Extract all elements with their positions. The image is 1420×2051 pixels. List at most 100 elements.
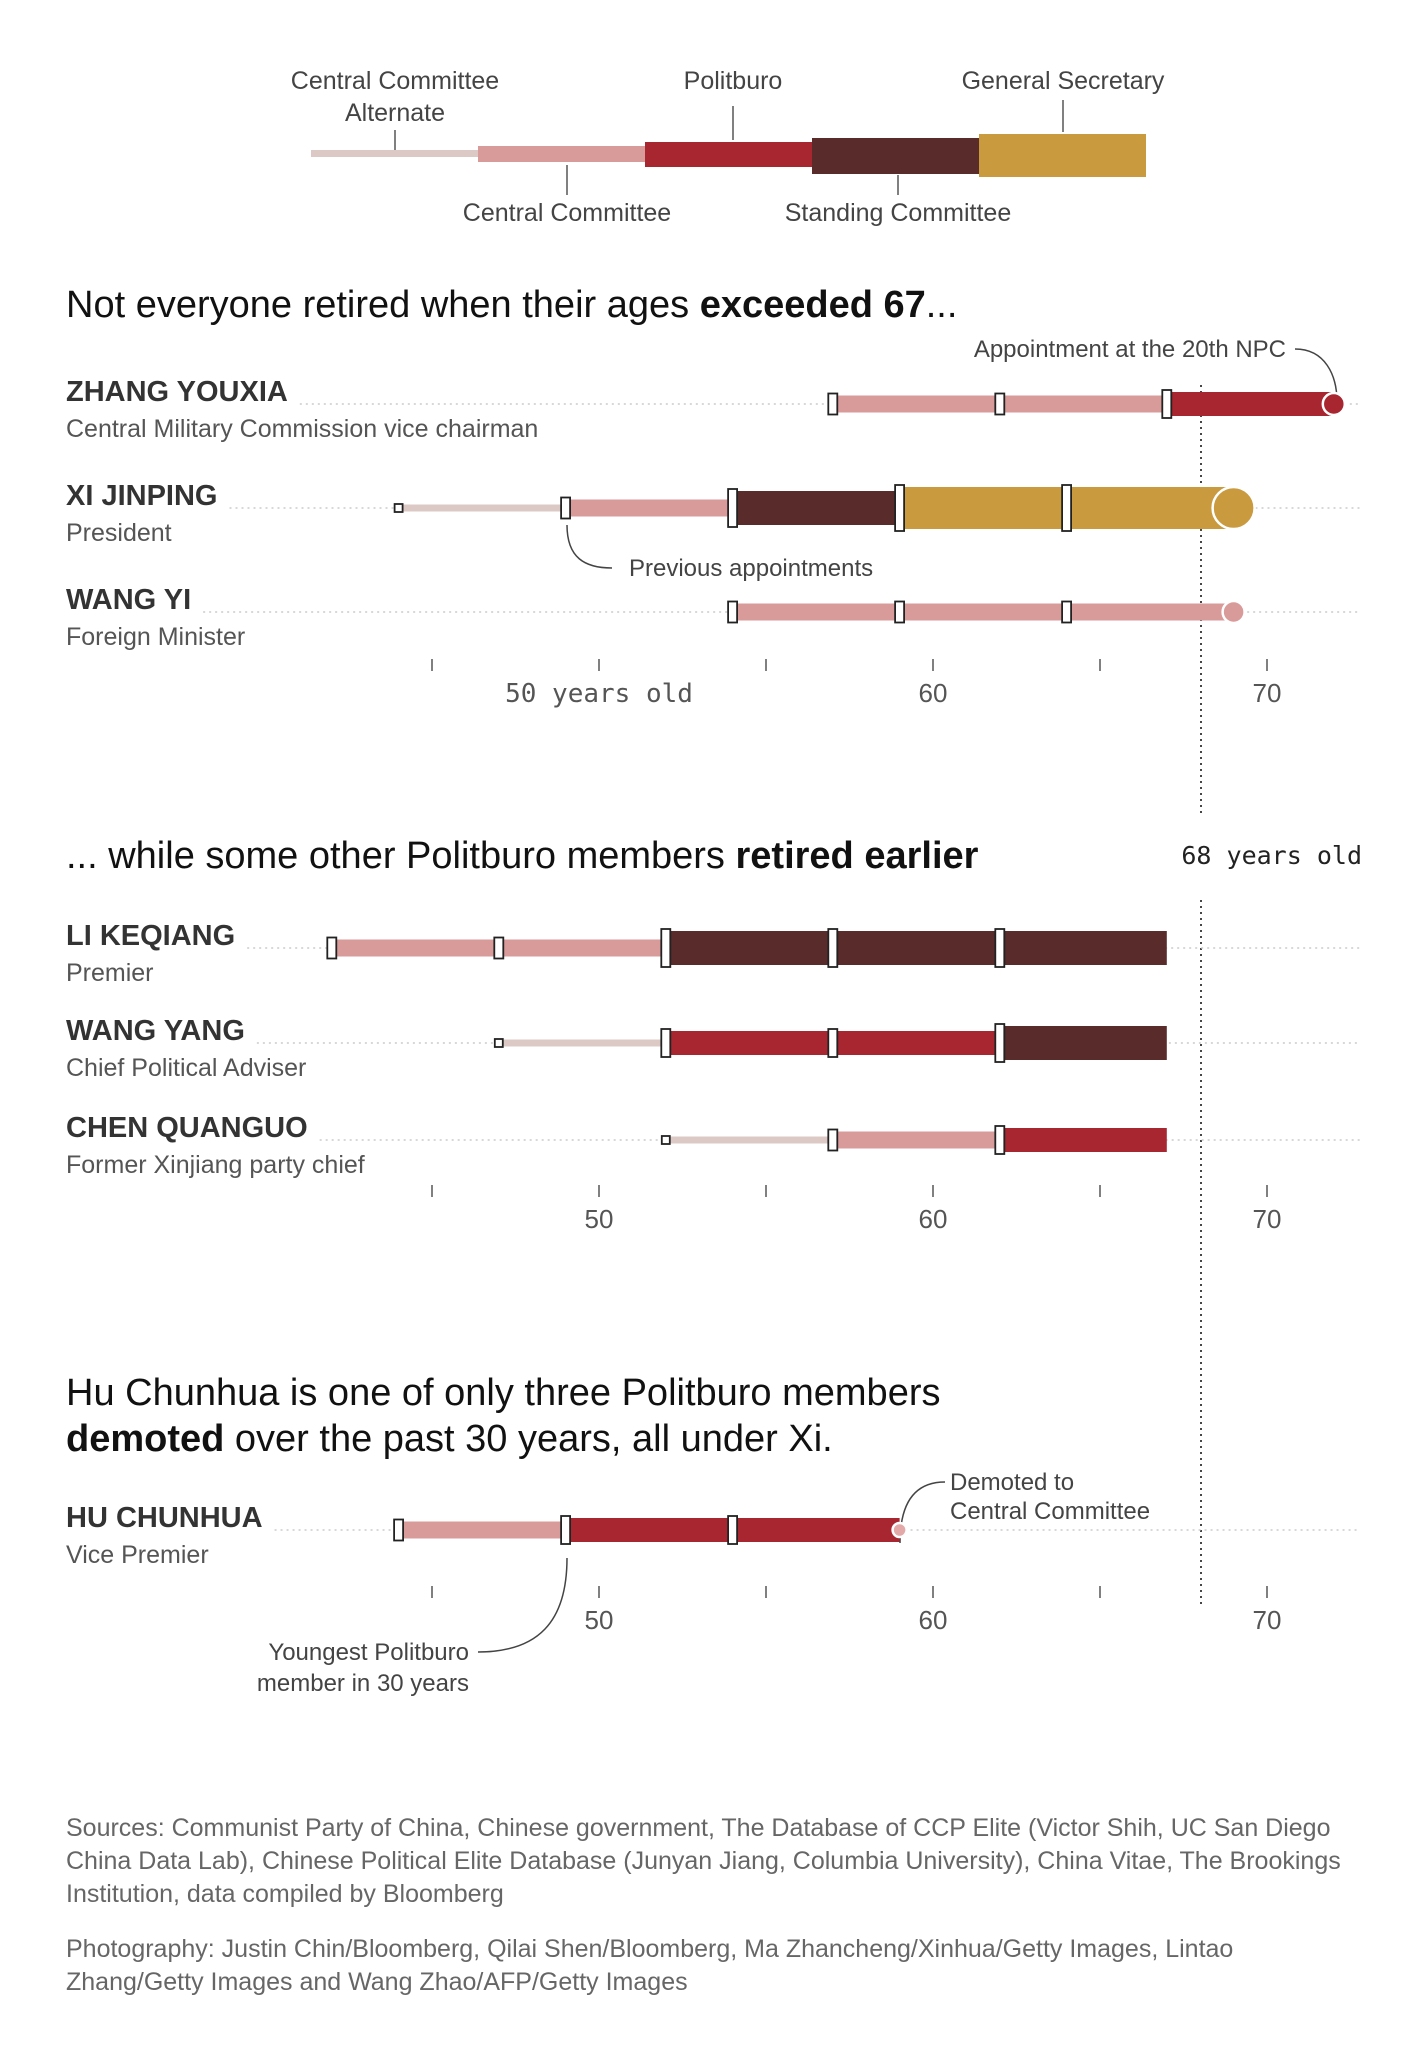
previous-appointments-annotation: Previous appointments — [629, 555, 873, 582]
bar-segment-standing-committee — [665, 931, 1167, 965]
person-row-li-keqiang: LI KEQIANG Premier — [66, 920, 1360, 987]
person-name: WANG YANG — [66, 1015, 245, 1047]
bar-segment-cc-alternate — [665, 1136, 833, 1144]
bar-segment-politburo — [1166, 392, 1334, 416]
person-row-zhang-youxia: ZHANG YOUXIA Central Military Commission … — [66, 376, 1360, 443]
npc-appointment-annotation: Appointment at the 20th NPC — [974, 336, 1286, 363]
appointment-marker — [560, 1515, 571, 1545]
current-appointment-dot — [1211, 485, 1256, 531]
x-axis-section-3: 50 60 70 — [431, 1586, 1282, 1635]
bar-segment-standing-committee — [732, 491, 900, 525]
appointment-marker — [1061, 484, 1072, 532]
legend-label-politburo: Politburo — [684, 67, 783, 95]
youngest-annotation-2: member in 30 years — [257, 1670, 469, 1697]
threshold-label: 68 years old — [1181, 841, 1362, 870]
person-role: Central Military Commission vice chairma… — [66, 415, 538, 443]
legend-swatch-standing-committee — [812, 138, 979, 174]
appointment-marker — [660, 928, 672, 968]
appointment-marker — [660, 1135, 671, 1145]
appointment-marker — [727, 600, 738, 624]
person-row-chen-quanguo: CHEN QUANGUO Former Xinjiang party chief — [66, 1112, 1360, 1179]
appointment-marker — [827, 392, 839, 416]
youngest-annotation-1: Youngest Politburo — [268, 1639, 469, 1666]
person-row-wang-yang: WANG YANG Chief Political Adviser — [66, 1015, 1360, 1082]
current-appointment-dot — [1321, 391, 1347, 417]
section-3-heading-line1: Hu Chunhua is one of only three Politbur… — [66, 1372, 940, 1414]
appointment-marker — [493, 936, 505, 960]
appointment-marker — [393, 1518, 405, 1542]
person-row-hu-chunhua: HU CHUNHUA Vice Premier — [66, 1502, 1360, 1569]
bar-segment-cc-alternate — [398, 504, 566, 512]
legend-label-cc-alternate-1: Central Committee — [291, 67, 499, 95]
person-row-wang-yi: WANG YI Foreign Minister — [66, 584, 1360, 651]
bar-segment-central-committee — [732, 603, 1234, 621]
legend-label-central-committee: Central Committee — [463, 199, 671, 227]
person-name: LI KEQIANG — [66, 920, 235, 952]
appointment-marker — [827, 928, 839, 968]
current-appointment-dot — [891, 1521, 908, 1539]
section-3-heading-line2: demoted over the past 30 years, all unde… — [66, 1418, 833, 1460]
bar-segment-cc-alternate — [498, 1039, 666, 1047]
person-role: Foreign Minister — [66, 623, 245, 651]
legend-label-cc-alternate-2: Alternate — [345, 99, 445, 127]
bar-segment-politburo — [999, 1128, 1167, 1152]
person-name: HU CHUNHUA — [66, 1502, 263, 1534]
bar-segment-central-committee — [832, 1131, 1000, 1149]
person-name: CHEN QUANGUO — [66, 1112, 308, 1144]
appointment-marker — [1061, 600, 1072, 624]
appointment-marker — [994, 1023, 1006, 1063]
demoted-annotation-1: Demoted to — [950, 1469, 1074, 1496]
legend-swatch-politburo — [645, 142, 812, 167]
person-row-xi-jinping: XI JINPING President — [66, 480, 1360, 547]
appointment-marker — [827, 1028, 839, 1058]
photography-credit: Photography: Justin Chin/Bloomberg, Qila… — [66, 1935, 1234, 1996]
axis-tick-label: 50 — [585, 1605, 614, 1635]
appointment-marker — [894, 484, 905, 532]
axis-tick-label: 70 — [1253, 1204, 1282, 1234]
appointment-marker — [994, 392, 1006, 416]
person-role: Former Xinjiang party chief — [66, 1151, 365, 1179]
axis-tick-label: 60 — [919, 1204, 948, 1234]
person-role: Chief Political Adviser — [66, 1054, 306, 1082]
appointment-marker — [727, 488, 738, 528]
appointment-marker — [727, 1515, 738, 1545]
appointment-marker — [493, 1038, 504, 1048]
legend: Central Committee Alternate Politburo Ge… — [291, 67, 1165, 227]
axis-tick-label: 60 — [919, 678, 948, 708]
person-name: WANG YI — [66, 584, 191, 616]
appointment-marker — [326, 936, 338, 960]
appointment-marker — [994, 928, 1006, 968]
person-name: ZHANG YOUXIA — [66, 376, 288, 408]
axis-tick-label: 70 — [1253, 678, 1282, 708]
bar-segment-central-committee — [398, 1521, 566, 1539]
bar-segment-central-committee — [565, 499, 733, 517]
previous-appointments-leader — [566, 524, 613, 569]
axis-tick-label: 50 years old — [505, 679, 693, 709]
bar-segment-standing-committee — [999, 1026, 1167, 1060]
legend-swatch-central-committee — [478, 146, 645, 162]
person-rows: ZHANG YOUXIA Central Military Commission … — [66, 376, 1360, 1569]
section-1-heading: Not everyone retired when their ages exc… — [66, 284, 957, 326]
legend-swatch-general-secretary — [979, 134, 1146, 177]
sources-note: Sources: Communist Party of China, Chine… — [66, 1814, 1341, 1908]
person-name: XI JINPING — [66, 480, 218, 512]
demoted-annotation-2: Central Committee — [950, 1498, 1150, 1525]
section-2-heading: ... while some other Politburo members r… — [66, 835, 979, 877]
appointment-marker — [1161, 389, 1173, 419]
axis-tick-label: 70 — [1253, 1605, 1282, 1635]
person-role: Premier — [66, 959, 154, 987]
appointment-marker — [393, 503, 404, 513]
legend-label-standing-committee: Standing Committee — [785, 199, 1012, 227]
appointment-marker — [827, 1128, 839, 1152]
axis-tick-label: 60 — [919, 1605, 948, 1635]
appointment-marker — [560, 496, 571, 520]
person-role: President — [66, 519, 172, 547]
appointment-marker — [994, 1125, 1006, 1155]
x-axis-section-2: 50 60 70 — [431, 1185, 1282, 1234]
appointment-marker — [660, 1028, 672, 1058]
legend-swatch-cc-alternate — [311, 150, 478, 157]
person-role: Vice Premier — [66, 1541, 209, 1569]
x-axis-section-1: 50 years old 60 70 — [431, 659, 1282, 709]
axes: 50 years old 60 70 50 60 70 50 60 70 — [431, 659, 1282, 1635]
